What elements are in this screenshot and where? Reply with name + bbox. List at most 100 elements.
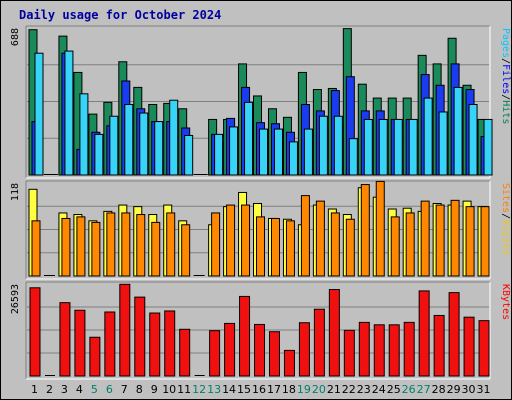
bar-zero: [196, 275, 205, 276]
bar-sites: [405, 212, 415, 277]
bar-kbytes: [224, 322, 236, 377]
x-tick-label: 26: [402, 383, 416, 396]
bar-sites: [360, 184, 370, 277]
bar-sites: [270, 217, 280, 277]
bar-pages: [288, 141, 298, 176]
bar-pages: [184, 134, 194, 176]
x-tick-label: 16: [252, 383, 266, 396]
bar-kbytes: [418, 290, 430, 377]
x-tick-label: 24: [372, 383, 386, 396]
bar-zero: [44, 375, 55, 376]
x-tick-labels: 1 2 3 4 5 6 7 8 9 10 11 12 13 14 15 16 17 18 19 20 21 22 23 24 2…: [31, 383, 491, 396]
panel-top: 688 Pages/Files/Hits: [10, 25, 511, 179]
bar-pages: [154, 121, 164, 176]
bar-sites: [226, 204, 236, 277]
y-max-label: 26593: [10, 284, 21, 314]
bar-sites: [435, 204, 445, 277]
bar-sites: [420, 200, 430, 277]
bar-kbytes: [209, 330, 221, 377]
legend-label-part: /: [500, 213, 511, 219]
x-tick-label: 22: [342, 383, 356, 396]
x-tick-label: 4: [76, 383, 83, 396]
bar-kbytes: [463, 316, 475, 377]
bar-kbytes: [59, 302, 71, 377]
bar-pages: [109, 115, 119, 176]
bar-pages: [348, 138, 358, 176]
bar-pages: [378, 118, 388, 176]
legend-label-part: Hits: [500, 100, 511, 124]
legend-label: Pages/Files/Hits: [500, 28, 511, 124]
bar-kbytes: [478, 320, 490, 377]
panel-middle: 118 Sites/Visits: [10, 180, 511, 280]
x-tick-label: 31: [477, 383, 491, 396]
bar-kbytes: [119, 283, 131, 377]
bar-sites: [480, 206, 490, 277]
bar-sites: [91, 221, 101, 277]
x-tick-label: 11: [177, 383, 191, 396]
x-tick-label: 23: [357, 383, 371, 396]
bar-kbytes: [74, 309, 86, 377]
x-tick-label: 12: [192, 383, 206, 396]
x-tick-label: 1: [31, 383, 38, 396]
bar-pages: [318, 115, 328, 176]
x-tick-label: 29: [447, 383, 461, 396]
legend-label-part: /: [500, 58, 511, 64]
bar-kbytes: [134, 296, 146, 377]
bar-kbytes: [403, 321, 415, 377]
bar-pages: [64, 50, 74, 176]
chart-title: Daily usage for October 2024: [19, 8, 221, 22]
bar-sites: [315, 200, 325, 277]
bar-sites: [31, 220, 41, 277]
bar-kbytes: [283, 349, 295, 377]
bar-kbytes: [239, 295, 251, 377]
x-tick-label: 10: [162, 383, 176, 396]
legend-label: KBytes: [500, 284, 511, 320]
bar-pages: [273, 128, 283, 176]
bar-pages: [94, 133, 104, 176]
legend-label-part: KBytes: [500, 284, 511, 320]
bar-sites: [76, 216, 86, 277]
bar-kbytes: [89, 336, 101, 377]
bar-pages: [438, 111, 448, 176]
x-tick-label: 6: [106, 383, 113, 396]
bar-kbytes: [433, 314, 445, 377]
bar-kbytes: [448, 292, 460, 377]
legend-label-part: Files: [500, 64, 511, 94]
bar-kbytes: [313, 308, 325, 377]
bar-sites: [390, 216, 400, 277]
bar-sites: [450, 199, 460, 277]
bar-sites: [285, 220, 295, 277]
bar-pages: [214, 133, 224, 176]
x-tick-label: 20: [312, 383, 326, 396]
bar-kbytes: [179, 328, 191, 377]
bar-sites: [166, 212, 176, 277]
bar-pages: [468, 103, 478, 176]
bar-kbytes: [343, 329, 355, 377]
x-tick-label: 18: [282, 383, 296, 396]
bar-pages: [169, 99, 179, 176]
bar-kbytes: [268, 331, 280, 377]
y-max-label: 118: [10, 183, 21, 201]
bar-kbytes: [358, 321, 370, 377]
bar-sites: [61, 217, 71, 277]
bar-sites: [345, 218, 355, 277]
bar-kbytes: [164, 310, 176, 377]
bar-pages: [408, 118, 418, 176]
x-tick-label: 5: [91, 383, 98, 396]
bar-pages: [303, 128, 313, 176]
x-tick-label: 8: [136, 383, 143, 396]
bar-pages: [244, 101, 254, 176]
x-tick-label: 30: [462, 383, 476, 396]
bar-pages: [259, 128, 269, 176]
bar-sites: [136, 214, 146, 277]
bar-sites: [106, 212, 116, 277]
bar-pages: [229, 126, 239, 176]
bar-pages: [393, 118, 403, 176]
bar-sites: [300, 195, 310, 277]
bar-sites: [181, 224, 191, 277]
bar-sites: [211, 212, 221, 277]
bar-pages: [79, 93, 89, 176]
bar-zero: [194, 375, 205, 376]
legend-label-part: /: [500, 94, 511, 100]
